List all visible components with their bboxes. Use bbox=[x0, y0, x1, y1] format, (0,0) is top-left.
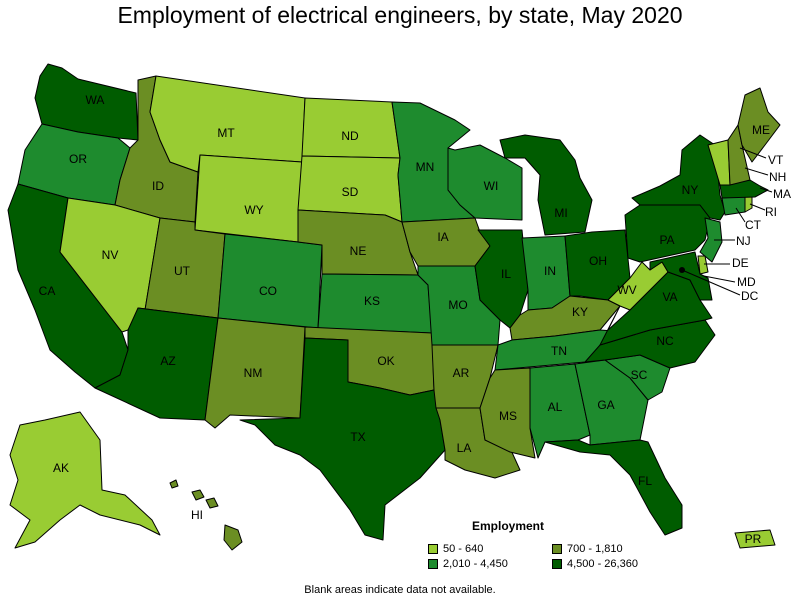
legend-swatch bbox=[552, 544, 562, 554]
state-wi[interactable] bbox=[447, 144, 523, 221]
label-mn: MN bbox=[416, 160, 435, 174]
label-sd: SD bbox=[342, 185, 359, 199]
legend-grid: 50 - 640 700 - 1,810 2,010 - 4,450 4,500… bbox=[428, 543, 638, 570]
label-ks: KS bbox=[364, 294, 380, 308]
leader-lines bbox=[681, 147, 773, 296]
state-nh[interactable] bbox=[727, 124, 751, 186]
legend-item: 4,500 - 26,360 bbox=[552, 558, 682, 570]
label-ut: UT bbox=[174, 264, 191, 278]
label-dc: DC bbox=[741, 289, 759, 303]
state-tx[interactable] bbox=[239, 337, 446, 541]
state-ak[interactable] bbox=[9, 411, 161, 549]
legend-item: 50 - 640 bbox=[428, 543, 552, 555]
legend-item: 700 - 1,810 bbox=[552, 543, 682, 555]
label-tx: TX bbox=[350, 430, 365, 444]
label-sc: SC bbox=[631, 368, 648, 382]
label-nj: NJ bbox=[736, 234, 751, 248]
label-ok: OK bbox=[377, 354, 394, 368]
state-de[interactable] bbox=[697, 255, 709, 275]
label-fl: FL bbox=[638, 474, 652, 488]
state-fl[interactable] bbox=[544, 439, 683, 536]
label-ca: CA bbox=[39, 284, 56, 298]
label-id: ID bbox=[152, 179, 164, 193]
label-mt: MT bbox=[217, 126, 235, 140]
legend-swatch bbox=[428, 559, 438, 569]
label-ct: CT bbox=[745, 218, 762, 232]
label-ma: MA bbox=[773, 187, 791, 201]
label-mo: MO bbox=[448, 298, 467, 312]
label-tn: TN bbox=[551, 344, 567, 358]
label-ky: KY bbox=[572, 305, 588, 319]
label-il: IL bbox=[501, 267, 511, 281]
label-nd: ND bbox=[341, 129, 359, 143]
label-me: ME bbox=[752, 123, 770, 137]
label-ia: IA bbox=[437, 230, 448, 244]
state-ny[interactable] bbox=[631, 134, 726, 221]
legend-swatch bbox=[552, 559, 562, 569]
label-pr: PR bbox=[745, 532, 762, 546]
state-hi[interactable] bbox=[223, 524, 243, 551]
label-md: MD bbox=[737, 275, 756, 289]
label-wi: WI bbox=[484, 179, 499, 193]
label-ne: NE bbox=[350, 244, 367, 258]
state-me[interactable] bbox=[737, 87, 781, 163]
label-hi: HI bbox=[191, 508, 203, 522]
label-nm: NM bbox=[244, 366, 263, 380]
legend-title: Employment bbox=[471, 519, 544, 533]
label-co: CO bbox=[259, 284, 277, 298]
state-hi-islands bbox=[169, 479, 219, 509]
legend-swatch bbox=[428, 544, 438, 554]
label-oh: OH bbox=[589, 254, 607, 268]
legend-label: 700 - 1,810 bbox=[567, 543, 623, 555]
state-co[interactable] bbox=[217, 233, 323, 329]
label-wy: WY bbox=[244, 203, 263, 217]
legend-label: 2,010 - 4,450 bbox=[443, 558, 508, 570]
state-nj[interactable] bbox=[699, 217, 723, 263]
label-nc: NC bbox=[656, 334, 674, 348]
state-md[interactable] bbox=[649, 251, 713, 301]
label-ny: NY bbox=[682, 183, 699, 197]
label-ga: GA bbox=[597, 398, 614, 412]
state-wy[interactable] bbox=[194, 154, 303, 243]
label-in: IN bbox=[544, 264, 556, 278]
label-al: AL bbox=[548, 400, 563, 414]
map-title: Employment of electrical engineers, by s… bbox=[117, 2, 683, 28]
legend-label: 4,500 - 26,360 bbox=[567, 558, 638, 570]
state-ct[interactable] bbox=[721, 195, 746, 216]
label-mi: MI bbox=[554, 206, 567, 220]
label-nv: NV bbox=[102, 248, 119, 262]
label-wa: WA bbox=[86, 93, 105, 107]
state-nd[interactable] bbox=[301, 97, 401, 159]
state-labels: WA OR CA ID NV MT WY UT AZ CO NM ND SD N… bbox=[39, 93, 791, 546]
label-wv: WV bbox=[617, 283, 636, 297]
label-pa: PA bbox=[659, 233, 674, 247]
legend-label: 50 - 640 bbox=[443, 543, 484, 555]
legend-item: 2,010 - 4,450 bbox=[428, 558, 552, 570]
footnote: Blank areas indicate data not available. bbox=[304, 584, 496, 596]
label-ak: AK bbox=[53, 461, 69, 475]
label-nh: NH bbox=[769, 170, 786, 184]
label-ri: RI bbox=[765, 205, 777, 219]
label-or: OR bbox=[69, 152, 87, 166]
state-pr[interactable] bbox=[734, 529, 776, 549]
label-az: AZ bbox=[160, 354, 175, 368]
label-de: DE bbox=[732, 256, 749, 270]
state-mi[interactable] bbox=[499, 134, 593, 236]
label-la: LA bbox=[457, 441, 472, 455]
label-ms: MS bbox=[499, 409, 517, 423]
label-va: VA bbox=[662, 290, 677, 304]
label-vt: VT bbox=[768, 153, 784, 167]
legend: Employment 50 - 640 700 - 1,810 2,010 - … bbox=[428, 519, 638, 570]
label-ar: AR bbox=[453, 366, 470, 380]
